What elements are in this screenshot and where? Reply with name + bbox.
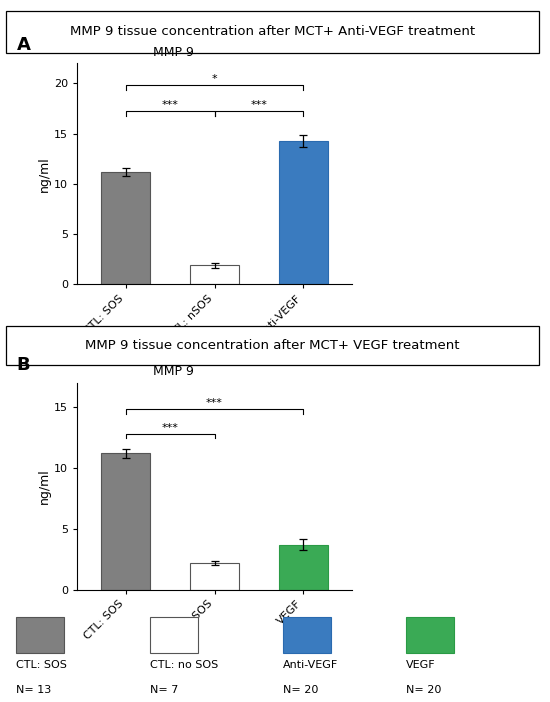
Text: CTL: no SOS: CTL: no SOS <box>150 661 218 670</box>
Text: N= 20: N= 20 <box>283 685 318 695</box>
FancyBboxPatch shape <box>283 616 331 653</box>
Text: ***: *** <box>206 398 223 408</box>
Text: MMP 9: MMP 9 <box>153 366 194 378</box>
Text: ***: *** <box>250 100 267 110</box>
Text: MMP 9: MMP 9 <box>153 46 194 59</box>
Bar <box>190 265 239 284</box>
Y-axis label: ng/ml: ng/ml <box>38 468 51 504</box>
Text: ***: *** <box>162 423 179 432</box>
Bar <box>279 545 328 590</box>
FancyBboxPatch shape <box>6 326 539 365</box>
Text: *: * <box>212 74 217 84</box>
Text: Anti-VEGF: Anti-VEGF <box>283 661 338 670</box>
FancyBboxPatch shape <box>6 11 539 53</box>
Bar <box>190 563 239 590</box>
FancyBboxPatch shape <box>16 616 64 653</box>
Bar <box>279 140 328 284</box>
Text: CTL: SOS: CTL: SOS <box>16 661 67 670</box>
FancyBboxPatch shape <box>406 616 454 653</box>
Text: VEGF: VEGF <box>406 661 435 670</box>
Y-axis label: ng/ml: ng/ml <box>38 156 51 192</box>
Text: N= 7: N= 7 <box>150 685 178 695</box>
Text: B: B <box>16 357 30 374</box>
Text: ***: *** <box>162 100 179 110</box>
Text: N= 20: N= 20 <box>406 685 441 695</box>
Bar <box>101 453 150 590</box>
Text: MMP 9 tissue concentration after MCT+ Anti-VEGF treatment: MMP 9 tissue concentration after MCT+ An… <box>70 25 475 38</box>
FancyBboxPatch shape <box>150 616 197 653</box>
Text: MMP 9 tissue concentration after MCT+ VEGF treatment: MMP 9 tissue concentration after MCT+ VE… <box>85 339 459 352</box>
Text: N= 13: N= 13 <box>16 685 51 695</box>
Bar <box>101 172 150 284</box>
Text: A: A <box>16 37 30 54</box>
